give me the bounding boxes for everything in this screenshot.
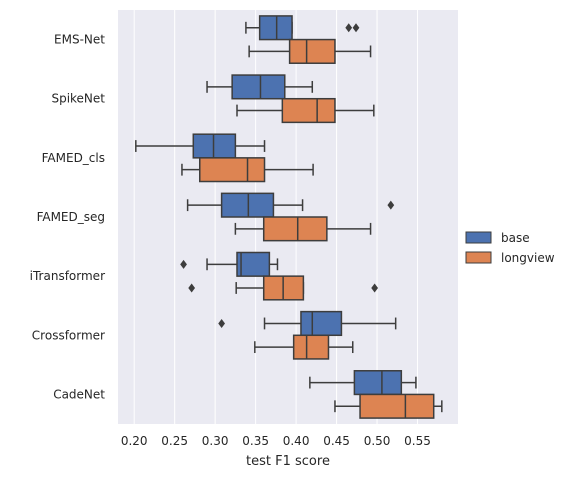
x-tick-label: 0.55 bbox=[404, 434, 431, 448]
box-longview bbox=[248, 38, 372, 64]
box-body bbox=[231, 74, 286, 100]
x-tick-label: 0.45 bbox=[323, 434, 350, 448]
outlier-point bbox=[352, 23, 360, 33]
x-tick-label: 0.25 bbox=[161, 434, 188, 448]
box-body bbox=[236, 251, 271, 277]
box-body bbox=[192, 133, 237, 159]
legend-label: longview bbox=[501, 251, 555, 265]
x-tick-label: 0.50 bbox=[364, 434, 391, 448]
box-base bbox=[180, 251, 279, 277]
legend: base longview bbox=[465, 231, 555, 265]
category-label: FAMED_seg bbox=[37, 210, 105, 224]
outlier-point bbox=[180, 259, 187, 269]
box-body bbox=[199, 157, 266, 183]
box-longview bbox=[188, 275, 378, 301]
box-body bbox=[281, 97, 336, 124]
x-axis-title: test F1 score bbox=[246, 454, 330, 469]
box-body bbox=[359, 393, 435, 419]
outlier-point bbox=[218, 318, 225, 328]
box-longview bbox=[254, 334, 354, 360]
box-longview bbox=[236, 97, 375, 124]
box-body bbox=[220, 192, 275, 218]
x-tick-label: 0.35 bbox=[242, 434, 269, 448]
legend-swatch bbox=[465, 251, 492, 264]
outlier-point bbox=[371, 283, 378, 293]
x-tick-labels: 0.20 0.25 0.30 0.35 0.40 0.45 0.50 0.55 bbox=[121, 434, 431, 448]
outlier-point bbox=[345, 23, 353, 33]
category-label: FAMED_cls bbox=[42, 151, 105, 165]
box-body bbox=[300, 310, 343, 337]
category-label: Crossformer bbox=[32, 328, 105, 342]
x-tick-label: 0.20 bbox=[121, 434, 148, 448]
category-label: SpikeNet bbox=[51, 92, 105, 106]
legend-swatch bbox=[465, 231, 492, 244]
box-body bbox=[262, 216, 328, 242]
category-label: EMS-Net bbox=[54, 33, 105, 47]
box-base bbox=[309, 370, 417, 396]
box-body bbox=[258, 15, 293, 41]
box-base bbox=[186, 192, 395, 218]
box-longview bbox=[334, 393, 443, 419]
outlier-point bbox=[188, 283, 196, 293]
boxes bbox=[135, 15, 443, 419]
category-label: iTransformer bbox=[30, 269, 105, 283]
x-tick-label: 0.40 bbox=[283, 434, 310, 448]
y-tick-labels: EMS-Net SpikeNet FAMED_cls FAMED_seg iTransf… bbox=[30, 33, 106, 402]
box-base bbox=[218, 310, 397, 337]
legend-label: base bbox=[501, 231, 530, 245]
box-longview bbox=[181, 157, 314, 183]
box-body bbox=[288, 38, 336, 64]
box-base bbox=[206, 74, 314, 100]
x-tick-label: 0.30 bbox=[202, 434, 229, 448]
box-longview bbox=[234, 216, 372, 242]
box-base bbox=[245, 15, 360, 41]
box-body bbox=[292, 334, 330, 360]
box-body bbox=[353, 370, 403, 396]
category-label: CadeNet bbox=[53, 387, 105, 401]
outlier-point bbox=[387, 200, 395, 210]
